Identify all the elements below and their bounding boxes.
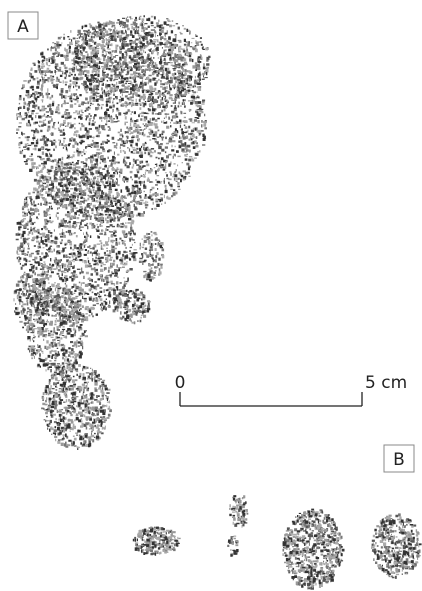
panel-label: A — [17, 17, 29, 37]
figure-canvas: A B 0 5 cm — [0, 0, 422, 591]
clusters — [13, 15, 421, 589]
panel-label: B — [393, 450, 405, 470]
scale-label: 5 cm — [365, 373, 407, 393]
figure: A B 0 5 cm — [0, 0, 422, 591]
scale-label: 0 — [175, 373, 186, 393]
scale-bar: 0 5 cm — [175, 373, 408, 406]
